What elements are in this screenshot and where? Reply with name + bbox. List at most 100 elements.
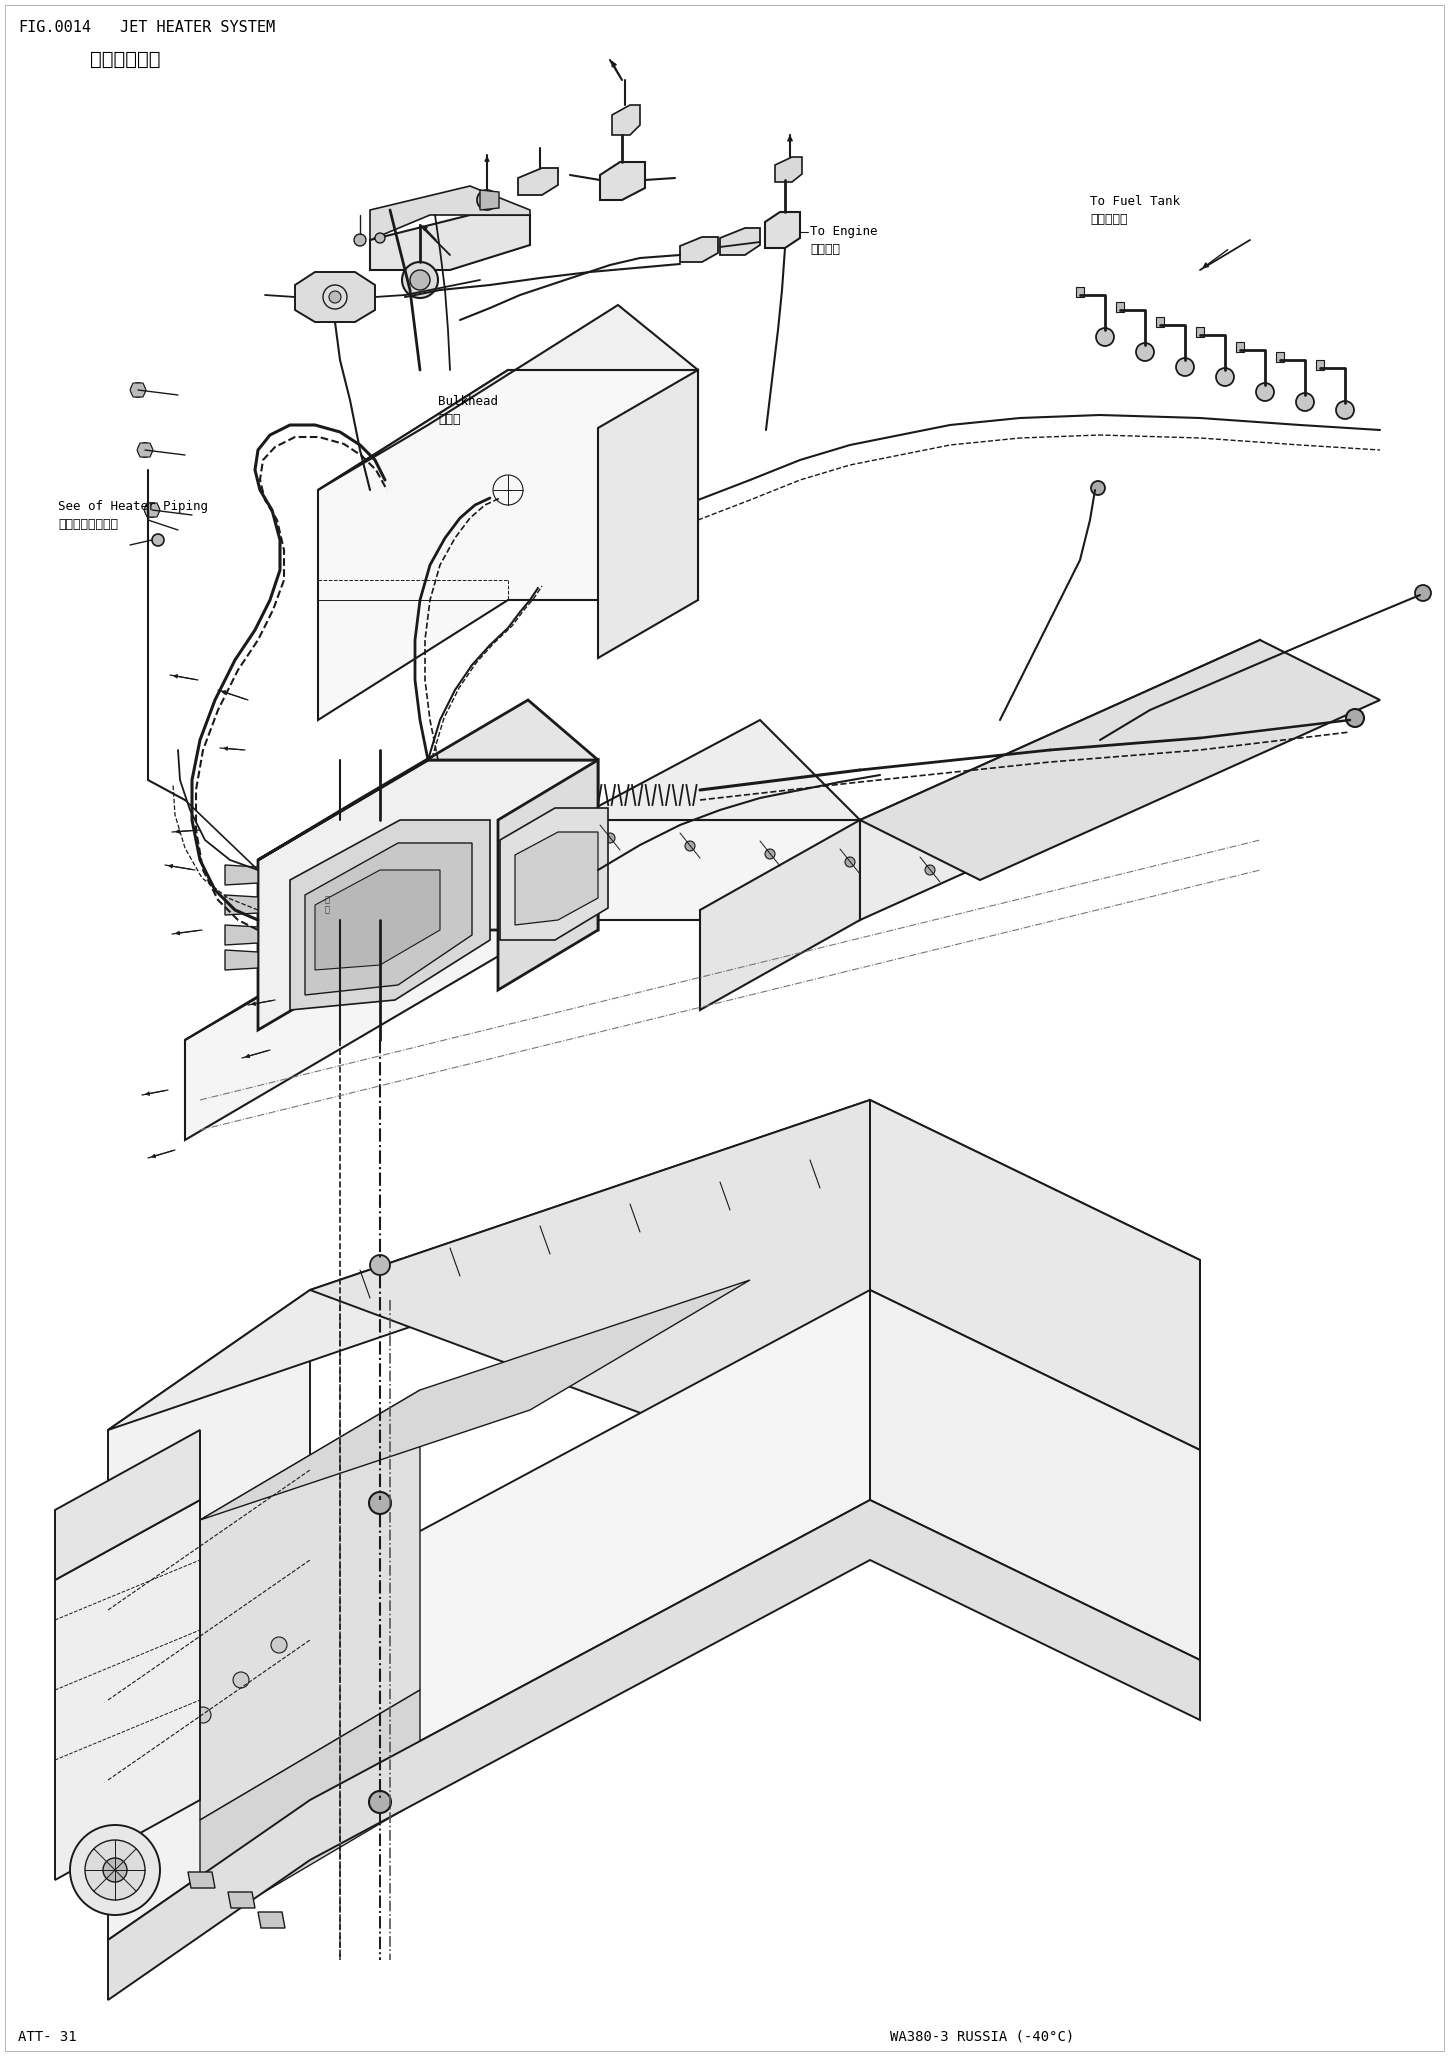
Text: See of Heater Piping: See of Heater Piping	[58, 500, 209, 514]
Text: 燃
烧: 燃 烧	[325, 894, 330, 915]
Polygon shape	[258, 1912, 285, 1929]
Polygon shape	[869, 1289, 1200, 1659]
Polygon shape	[1236, 341, 1245, 352]
Polygon shape	[185, 820, 861, 1139]
Circle shape	[1416, 586, 1432, 600]
Text: JET HEATER SYSTEM: JET HEATER SYSTEM	[120, 21, 275, 35]
Polygon shape	[304, 843, 472, 995]
Polygon shape	[227, 1892, 255, 1908]
Circle shape	[1136, 343, 1153, 362]
Circle shape	[369, 1493, 391, 1513]
Polygon shape	[200, 1390, 420, 1820]
Polygon shape	[185, 720, 861, 1040]
Polygon shape	[720, 228, 759, 255]
Polygon shape	[1116, 302, 1124, 313]
Circle shape	[85, 1840, 145, 1900]
Polygon shape	[500, 808, 609, 940]
Circle shape	[765, 849, 775, 859]
Circle shape	[1346, 709, 1364, 728]
Circle shape	[130, 382, 145, 397]
Polygon shape	[317, 370, 698, 720]
Text: FIG.0014: FIG.0014	[17, 21, 91, 35]
Circle shape	[233, 1672, 249, 1688]
Circle shape	[156, 1741, 172, 1758]
Polygon shape	[258, 699, 598, 859]
Polygon shape	[225, 894, 258, 915]
Circle shape	[477, 189, 497, 210]
Polygon shape	[369, 185, 530, 241]
Circle shape	[152, 535, 164, 547]
Polygon shape	[258, 761, 598, 1030]
Circle shape	[401, 261, 438, 298]
Polygon shape	[598, 370, 698, 658]
Text: ATT- 31: ATT- 31	[17, 2029, 77, 2044]
Polygon shape	[861, 639, 1261, 919]
Text: 参照加热管道系统: 参照加热管道系统	[58, 518, 117, 530]
Polygon shape	[296, 271, 375, 323]
Polygon shape	[109, 1501, 1200, 2000]
Polygon shape	[611, 105, 640, 136]
Circle shape	[410, 269, 430, 290]
Circle shape	[1095, 329, 1114, 345]
Polygon shape	[200, 1281, 751, 1519]
Circle shape	[1295, 393, 1314, 411]
Text: 至发动机: 至发动机	[810, 243, 840, 257]
Circle shape	[145, 504, 159, 516]
Polygon shape	[1195, 327, 1204, 337]
Circle shape	[1336, 401, 1353, 419]
Polygon shape	[55, 1501, 200, 1879]
Circle shape	[606, 833, 614, 843]
Polygon shape	[775, 156, 801, 183]
Text: 至燃料水槽: 至燃料水槽	[1090, 214, 1127, 226]
Polygon shape	[314, 870, 440, 970]
Polygon shape	[310, 1289, 869, 1799]
Polygon shape	[109, 1289, 310, 1941]
Circle shape	[1091, 481, 1106, 495]
Polygon shape	[861, 639, 1379, 880]
Circle shape	[354, 234, 367, 247]
Polygon shape	[290, 820, 490, 1009]
Polygon shape	[225, 950, 258, 970]
Polygon shape	[200, 1690, 420, 1931]
Polygon shape	[1077, 288, 1084, 296]
Polygon shape	[130, 382, 146, 397]
Circle shape	[369, 1254, 390, 1275]
Polygon shape	[138, 442, 154, 456]
Text: 车载加热系统: 车载加热系统	[90, 49, 161, 70]
Polygon shape	[188, 1873, 214, 1887]
Circle shape	[329, 292, 341, 302]
Circle shape	[1256, 382, 1274, 401]
Polygon shape	[310, 1100, 1200, 1449]
Circle shape	[1177, 358, 1194, 376]
Circle shape	[685, 841, 696, 851]
Polygon shape	[225, 866, 258, 884]
Circle shape	[103, 1859, 128, 1881]
Text: Bulkhead: Bulkhead	[438, 395, 498, 407]
Text: WA380-3 RUSSIA (-40°C): WA380-3 RUSSIA (-40°C)	[890, 2029, 1074, 2044]
Text: To Engine: To Engine	[810, 224, 878, 238]
Circle shape	[375, 232, 385, 243]
Circle shape	[924, 866, 935, 876]
Polygon shape	[1316, 360, 1324, 370]
Polygon shape	[109, 1100, 869, 1431]
Circle shape	[845, 857, 855, 868]
Circle shape	[138, 442, 152, 456]
Polygon shape	[700, 820, 861, 1009]
Polygon shape	[1156, 317, 1164, 327]
Circle shape	[1216, 368, 1235, 387]
Text: To Fuel Tank: To Fuel Tank	[1090, 195, 1179, 208]
Circle shape	[369, 1791, 391, 1813]
Circle shape	[70, 1826, 159, 1914]
Polygon shape	[498, 761, 598, 991]
Polygon shape	[225, 925, 258, 946]
Polygon shape	[514, 833, 598, 925]
Polygon shape	[317, 304, 698, 489]
Polygon shape	[869, 1100, 1200, 1449]
Circle shape	[196, 1706, 212, 1723]
Polygon shape	[1277, 352, 1284, 362]
Text: 隔离箱: 隔离箱	[438, 413, 461, 426]
Circle shape	[271, 1637, 287, 1653]
Polygon shape	[143, 504, 159, 516]
Polygon shape	[480, 189, 498, 210]
Polygon shape	[765, 212, 800, 249]
